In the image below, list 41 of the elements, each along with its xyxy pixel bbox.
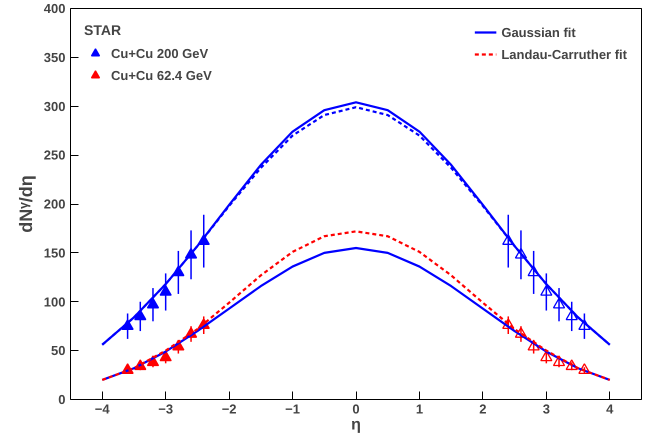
point [552,355,566,366]
legend-title: STAR [84,22,122,38]
point [514,327,528,338]
point [527,265,540,276]
legend-label: Gaussian fit [501,24,576,40]
x-tick-label: 4 [606,402,614,416]
point [552,298,566,309]
x-tick-label: 0 [352,402,360,416]
x-tick-label: 1 [416,402,424,416]
point [160,284,172,296]
point [527,340,540,351]
point [566,309,578,320]
point [514,248,528,259]
point [540,284,552,296]
y-tick-label: 350 [44,50,66,65]
y-tick-label: 100 [44,294,66,310]
y-tick-label: 0 [58,392,66,407]
legend-label: Cu+Cu 62.4 GeV [111,68,212,82]
legend-label: Cu+Cu 200 GeV [111,46,208,60]
point [566,359,578,370]
point [146,298,160,309]
y-tick-label: 300 [44,98,66,114]
x-tick-label: −1 [285,402,300,416]
point [578,363,591,374]
y-tick-label: 400 [44,1,66,16]
point [578,319,591,330]
point [160,350,172,362]
point [502,318,514,330]
y-tick-label: 200 [44,196,66,212]
x-tick-label: 3 [542,402,550,416]
y-tick-label: 150 [44,245,66,260]
x-tick-label: 2 [479,402,487,416]
x-axis-title: η [351,416,361,434]
y-axis-title: dNᵞ/dη [16,175,36,233]
y-tick-label: 250 [44,148,66,163]
y-tick-label: 50 [51,343,66,358]
legend-label: Landau-Carruther fit [501,46,627,62]
x-tick-label: −4 [94,402,110,416]
x-tick-label: −2 [222,402,237,416]
x-tick-label: −3 [158,402,174,416]
point [502,234,514,245]
